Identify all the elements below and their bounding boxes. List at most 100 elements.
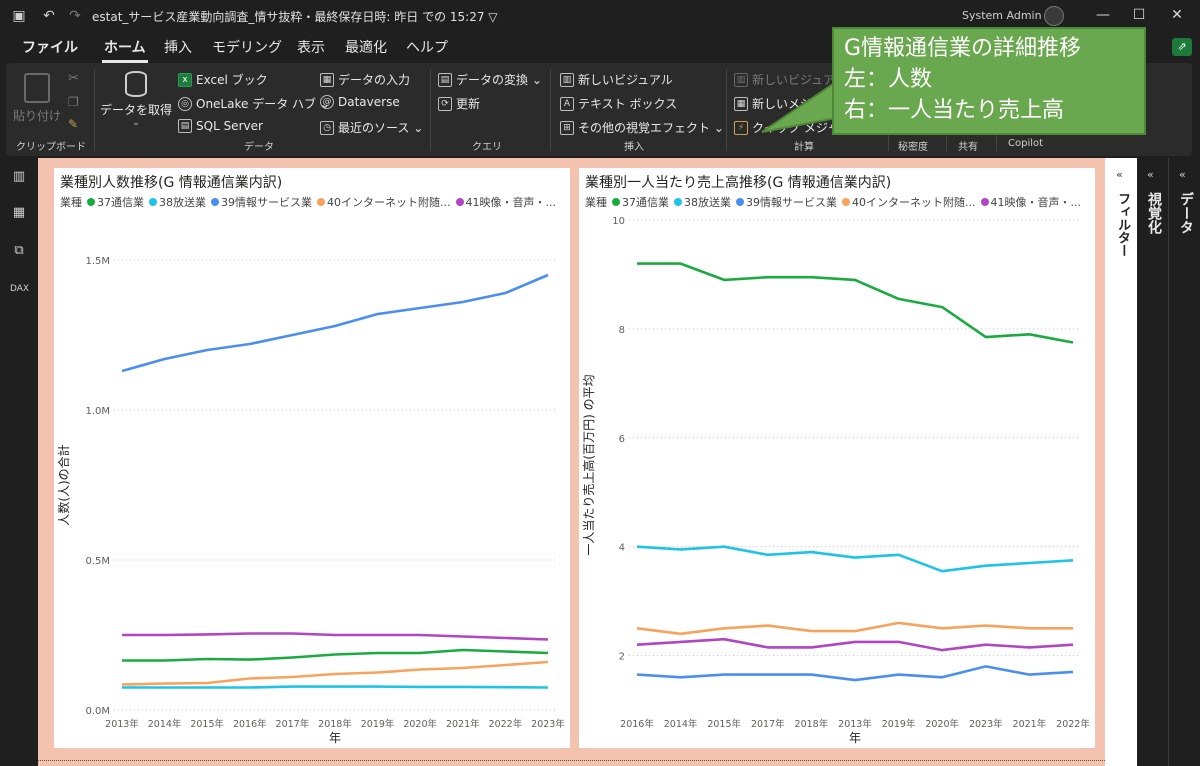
tab-optimize[interactable]: 最適化: [345, 40, 387, 56]
legend-dot: [211, 198, 219, 206]
new-visual-label: 新しいビジュアル: [578, 73, 673, 87]
series-line[interactable]: [636, 621, 1073, 636]
dataverse-button[interactable]: @ Dataverse: [320, 95, 400, 109]
textbox-button[interactable]: A テキスト ボックス: [560, 95, 677, 112]
user-name[interactable]: System Admin: [962, 9, 1042, 22]
close-icon[interactable]: ✕: [1171, 7, 1183, 23]
y-tick-label: 1.0M: [85, 406, 110, 417]
group-share[interactable]: 共有: [958, 142, 978, 153]
legend-dot: [980, 198, 989, 206]
legend-item[interactable]: 37通信業: [612, 194, 669, 210]
enter-data-label: データの入力: [338, 73, 411, 87]
visualizations-label[interactable]: 視覚化: [1146, 192, 1162, 234]
report-view-icon[interactable]: ▥: [12, 169, 26, 184]
legend-item[interactable]: 41映像・音声・...: [980, 194, 1081, 210]
more-visuals-button[interactable]: ⊞ その他の視覚エフェクト ⌄: [560, 119, 724, 136]
tab-help[interactable]: ヘルプ: [406, 40, 448, 56]
series-line[interactable]: [122, 632, 549, 641]
dax-query-icon[interactable]: DAX: [10, 284, 30, 294]
group-calc: 計算: [794, 142, 814, 153]
maximize-icon[interactable]: ☐: [1132, 7, 1146, 23]
tab-insert[interactable]: 挿入: [164, 40, 192, 56]
more-visuals-label: その他の視覚エフェクト ⌄: [578, 121, 724, 135]
tab-view[interactable]: 表示: [297, 40, 325, 56]
refresh-button[interactable]: ⟳ 更新: [438, 95, 480, 112]
excel-button[interactable]: x Excel ブック: [178, 71, 268, 88]
chart-panel-left[interactable]: 業種別人数推移(G 情報通信業内訳) 業種 37通信業 38放送業 39情報サービス業…: [54, 168, 570, 748]
group-sensitivity[interactable]: 秘密度: [898, 142, 928, 153]
view-rail: ▥ ▦ ⧉ DAX: [0, 158, 38, 766]
sql-server-button[interactable]: ▤ SQL Server: [178, 119, 263, 133]
new-visual-button[interactable]: ▥ 新しいビジュアル: [560, 71, 673, 88]
format-painter-icon[interactable]: ✎: [68, 117, 79, 131]
series-line[interactable]: [122, 648, 549, 662]
redo-icon[interactable]: ↷: [69, 8, 81, 24]
undo-icon[interactable]: ↶: [43, 8, 55, 24]
enter-data-button[interactable]: ▦ データの入力: [320, 71, 410, 88]
x-tick-label: 2019年: [882, 718, 916, 730]
chevron-left-icon[interactable]: «: [1147, 168, 1154, 181]
chevron-left-icon[interactable]: «: [1179, 168, 1186, 181]
legend-item[interactable]: 40インターネット附随...: [842, 194, 976, 210]
data-label[interactable]: データ: [1178, 192, 1194, 234]
x-tick-label: 2022年: [1056, 718, 1090, 730]
paste-button[interactable]: 貼り付け: [12, 73, 62, 124]
legend-item[interactable]: 38放送業: [674, 194, 731, 210]
y-axis-title: 一人当たり売上高(百万円) の平均: [581, 374, 596, 555]
paste-label: 貼り付け: [12, 109, 61, 123]
series-line[interactable]: [122, 685, 549, 689]
x-tick-label: 2013年: [105, 718, 139, 730]
save-icon[interactable]: ▣: [12, 8, 26, 24]
get-data-button[interactable]: データを取得 ⌄: [100, 71, 172, 128]
minimize-icon[interactable]: —: [1096, 7, 1110, 23]
legend-left: 業種 37通信業 38放送業 39情報サービス業 40インターネット附随... 41映像・…: [60, 194, 561, 210]
series-line[interactable]: [636, 665, 1074, 682]
visualizations-pane[interactable]: « 視覚化: [1137, 158, 1168, 766]
table-icon: ▦: [320, 72, 334, 87]
callout-line-2: 左：人数: [844, 67, 933, 92]
legend-dot: [612, 198, 620, 206]
avatar[interactable]: [1044, 6, 1064, 26]
legend-item[interactable]: 39情報サービス業: [736, 194, 837, 210]
legend-item[interactable]: 40インターネット附随...: [317, 194, 451, 210]
filters-label[interactable]: フィルター: [1115, 192, 1130, 257]
filters-pane[interactable]: « フィルター: [1105, 158, 1137, 766]
data-pane[interactable]: « データ: [1168, 158, 1200, 766]
sql-label: SQL Server: [196, 119, 263, 133]
document-title[interactable]: estat_サービス産業動向調査_情サ抜粋・最終保存日時: 昨日 での 15:2…: [92, 10, 498, 24]
chevron-left-icon[interactable]: «: [1116, 168, 1123, 181]
group-data: データ: [244, 142, 274, 153]
onelake-label: OneLake データ ハブ ⌄: [196, 97, 330, 111]
x-tick-label: 2017年: [751, 718, 785, 730]
table-view-icon[interactable]: ▦: [12, 205, 26, 220]
share-icon[interactable]: ⇗: [1172, 38, 1192, 56]
series-line[interactable]: [636, 545, 1074, 573]
new-visual-calc-button[interactable]: ▥ 新しいビジュア: [734, 71, 835, 88]
transform-icon: ▤: [438, 72, 452, 87]
series-line[interactable]: [636, 637, 1074, 652]
series-line[interactable]: [121, 273, 549, 373]
measure-icon: ▦: [734, 96, 748, 111]
group-copilot[interactable]: Copilot: [1008, 138, 1044, 149]
canvas-divider: [38, 760, 1105, 761]
legend-item[interactable]: 37通信業: [87, 194, 144, 210]
copy-icon[interactable]: ❐: [68, 95, 79, 109]
onelake-button[interactable]: ◎ OneLake データ ハブ ⌄: [178, 95, 330, 112]
tab-file[interactable]: ファイル: [22, 40, 78, 56]
series-line[interactable]: [121, 660, 549, 686]
series-line[interactable]: [637, 262, 1074, 344]
x-tick-label: 2018年: [318, 718, 352, 730]
legend-label: 38放送業: [159, 196, 206, 209]
recent-sources-button[interactable]: ◷ 最近のソース ⌄: [320, 119, 423, 136]
callout-note: G情報通信業の詳細推移 左：人数 右：一人当たり売上高: [832, 27, 1146, 135]
tab-home[interactable]: ホーム: [102, 37, 148, 63]
model-view-icon[interactable]: ⧉: [14, 243, 24, 258]
tab-modeling[interactable]: モデリング: [212, 40, 282, 56]
legend-item[interactable]: 38放送業: [149, 194, 206, 210]
chart-panel-right[interactable]: 業種別一人当たり売上高推移(G 情報通信業内訳) 業種 37通信業 38放送業 39情…: [579, 168, 1095, 748]
cut-icon[interactable]: ✂: [68, 71, 79, 86]
legend-item[interactable]: 41映像・音声・...: [455, 194, 556, 210]
transform-data-button[interactable]: ▤ データの変換 ⌄: [438, 71, 542, 88]
legend-item[interactable]: 39情報サービス業: [211, 194, 312, 210]
legend-label: 39情報サービス業: [746, 196, 837, 209]
